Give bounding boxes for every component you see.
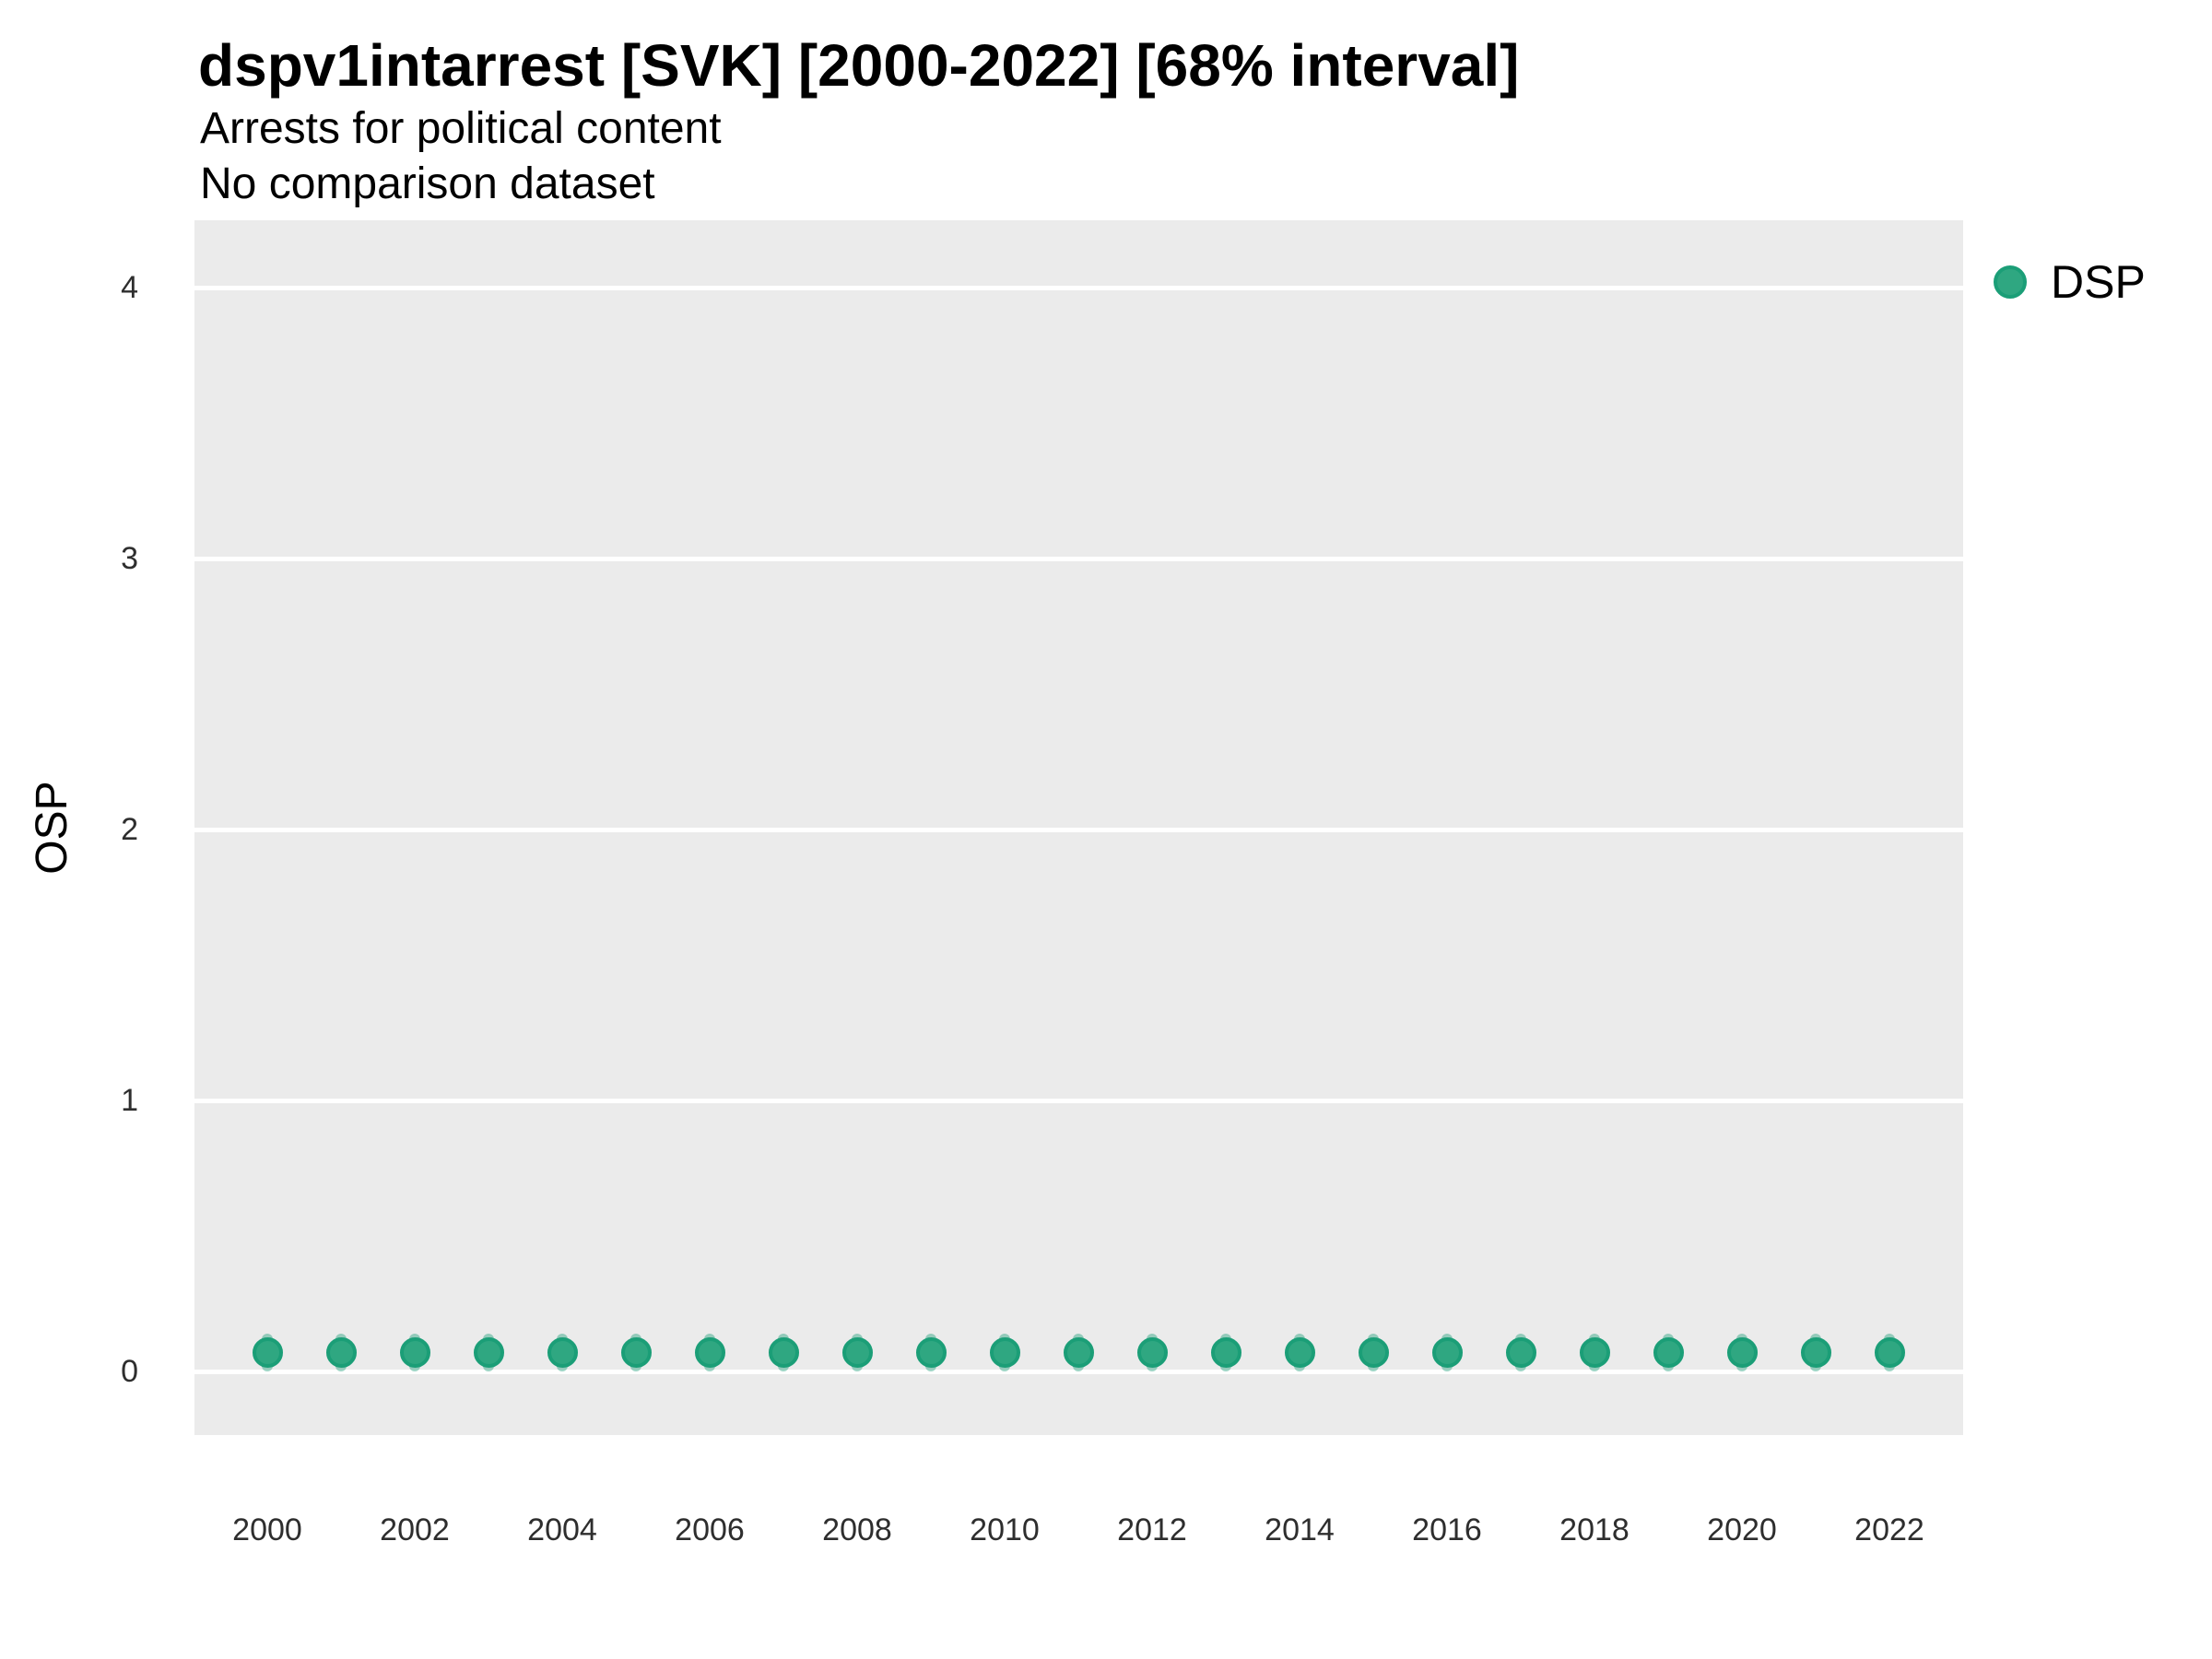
gridline-y-3 xyxy=(194,556,1963,561)
data-point xyxy=(1358,1336,1389,1368)
data-point xyxy=(252,1336,283,1368)
data-point xyxy=(399,1336,430,1368)
chart-subtitle: Arrests for political content xyxy=(200,104,722,153)
chart-subtitle-comparison: No comparison dataset xyxy=(200,159,655,208)
gridline-y-1 xyxy=(194,1098,1963,1103)
legend: DSP xyxy=(1994,259,2146,305)
data-point xyxy=(1800,1336,1831,1368)
data-point xyxy=(473,1336,504,1368)
legend-point-icon xyxy=(1994,265,2027,299)
chart-title: dspv1intarrest [SVK] [2000-2022] [68% in… xyxy=(198,32,1520,99)
data-point xyxy=(325,1336,357,1368)
x-tick-label: 2014 xyxy=(1265,1512,1335,1547)
y-tick-label: 3 xyxy=(121,541,138,576)
x-tick-label: 2008 xyxy=(822,1512,892,1547)
data-point xyxy=(768,1336,799,1368)
x-tick-label: 2020 xyxy=(1707,1512,1777,1547)
y-tick-label: 1 xyxy=(121,1083,138,1118)
data-point xyxy=(547,1336,578,1368)
x-tick-label: 2004 xyxy=(527,1512,597,1547)
data-point xyxy=(620,1336,652,1368)
x-tick-label: 2022 xyxy=(1854,1512,1924,1547)
data-point xyxy=(915,1336,947,1368)
x-tick-label: 2016 xyxy=(1412,1512,1482,1547)
data-point xyxy=(1210,1336,1241,1368)
y-tick-label: 4 xyxy=(121,270,138,305)
data-point xyxy=(841,1336,873,1368)
x-tick-label: 2006 xyxy=(675,1512,745,1547)
data-point xyxy=(1579,1336,1610,1368)
x-tick-label: 2002 xyxy=(380,1512,450,1547)
x-tick-label: 2000 xyxy=(232,1512,302,1547)
data-point xyxy=(1726,1336,1758,1368)
data-point xyxy=(1505,1336,1536,1368)
y-tick-label: 2 xyxy=(121,812,138,847)
data-point xyxy=(1653,1336,1684,1368)
x-tick-label: 2012 xyxy=(1117,1512,1187,1547)
data-point xyxy=(1063,1336,1094,1368)
data-point xyxy=(1136,1336,1168,1368)
gridline-y-0 xyxy=(194,1369,1963,1374)
y-tick-label: 0 xyxy=(121,1354,138,1389)
data-point xyxy=(694,1336,725,1368)
x-tick-label: 2018 xyxy=(1559,1512,1630,1547)
x-tick-label: 2010 xyxy=(970,1512,1040,1547)
data-point xyxy=(989,1336,1020,1368)
data-point xyxy=(1874,1336,1905,1368)
data-point xyxy=(1284,1336,1315,1368)
gridline-y-4 xyxy=(194,285,1963,290)
gridline-y-2 xyxy=(194,827,1963,832)
legend-label: DSP xyxy=(2051,256,2146,308)
data-point xyxy=(1431,1336,1463,1368)
